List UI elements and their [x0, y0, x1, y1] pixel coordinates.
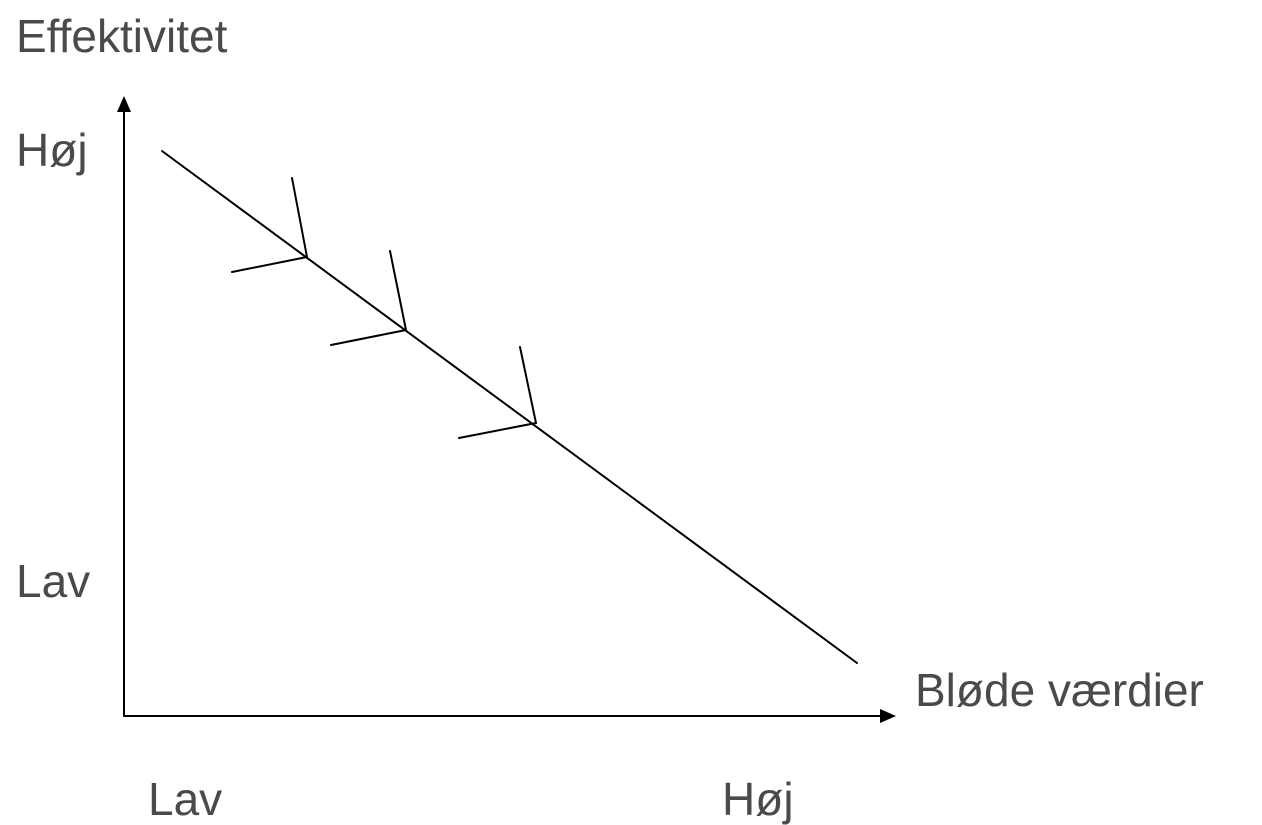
- trend-chevron-1: [231, 177, 308, 273]
- trend-chevron-3: [458, 346, 537, 439]
- y-axis-low-label: Lav: [16, 555, 90, 607]
- x-axis-low-label: Lav: [148, 773, 222, 825]
- y-axis-high-label: Høj: [16, 124, 88, 176]
- x-axis-title: Bløde værdier: [915, 664, 1204, 716]
- trend-line: [161, 150, 858, 664]
- trend-chevron-2: [330, 250, 407, 346]
- x-axis-arrow-icon: [880, 709, 896, 723]
- x-axis-high-label: Høj: [722, 773, 794, 825]
- y-axis-arrow-icon: [117, 96, 131, 112]
- y-axis-title: Effektivitet: [16, 10, 228, 62]
